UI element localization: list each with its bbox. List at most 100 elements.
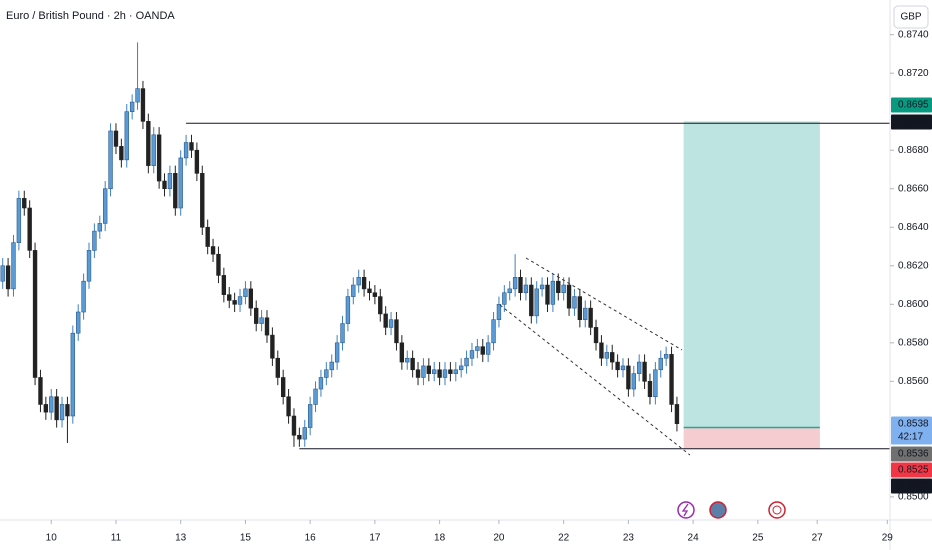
- candle-body: [372, 292, 378, 297]
- candle-body: [65, 404, 70, 417]
- price-badge-label: 0.8695: [898, 100, 929, 111]
- price-badge-label: 0.8525: [898, 481, 929, 492]
- candle-body: [415, 369, 421, 378]
- price-badge: [891, 416, 932, 445]
- candle-body: [523, 284, 529, 294]
- candle-body: [0, 265, 5, 282]
- event-icon[interactable]: [768, 501, 786, 519]
- candle-body: [254, 307, 259, 324]
- stop-zone: [683, 427, 820, 449]
- candle-body: [394, 319, 399, 344]
- candle-body: [561, 284, 566, 294]
- candle-body: [119, 146, 124, 161]
- x-tick-label: 11: [111, 533, 122, 544]
- candle-body: [237, 296, 243, 305]
- candle-body: [97, 223, 102, 232]
- candle-body: [243, 288, 248, 297]
- candle-body: [81, 280, 86, 313]
- candle-body: [356, 277, 361, 286]
- candle-body: [361, 277, 367, 290]
- candle-body: [59, 404, 65, 421]
- candle-body: [210, 246, 216, 255]
- candle-body: [302, 427, 307, 440]
- chart-title: Euro / British Pound · 2h · OANDA: [6, 10, 175, 22]
- y-tick-label: 0.8620: [898, 260, 929, 271]
- price-badge-label: 0.8525: [898, 465, 929, 476]
- candle-body: [43, 404, 49, 413]
- candle-body: [108, 130, 113, 190]
- candle-body: [49, 396, 54, 413]
- candle-body: [102, 188, 108, 224]
- candle-body: [539, 284, 545, 290]
- candle-body: [469, 350, 475, 359]
- price-badge: [891, 114, 932, 130]
- candle-body: [113, 130, 119, 147]
- candle-body: [194, 149, 200, 174]
- candle-body: [367, 288, 372, 294]
- event-icon-glyph: [772, 505, 782, 515]
- candle-body: [518, 277, 523, 294]
- candle-body: [674, 404, 680, 425]
- x-tick-label: 13: [175, 533, 187, 544]
- channel-lower: [499, 304, 691, 456]
- y-tick-label: 0.8600: [898, 299, 929, 310]
- currency-box[interactable]: [893, 5, 929, 29]
- event-icon[interactable]: [709, 501, 727, 519]
- candle-body: [167, 173, 173, 190]
- x-tick-label: 20: [493, 533, 505, 544]
- candle-body: [270, 334, 275, 359]
- candle-body: [636, 361, 642, 374]
- candle-body: [38, 377, 43, 405]
- candle-body: [545, 284, 550, 305]
- candle-body: [313, 388, 318, 405]
- candle-body: [324, 369, 329, 378]
- candle-body: [329, 361, 334, 371]
- candle-body: [512, 277, 518, 290]
- channel-upper: [525, 257, 683, 351]
- price-badge-label: 0.8536: [898, 449, 929, 460]
- x-tick-label: 25: [752, 533, 764, 544]
- price-badge-countdown: 42:17: [898, 432, 923, 443]
- candle-body: [351, 284, 356, 297]
- candle-body: [534, 288, 539, 317]
- candle-body: [189, 142, 194, 151]
- candle-body: [669, 354, 674, 405]
- candle-body: [566, 284, 572, 309]
- candle-body: [318, 377, 324, 390]
- event-icon-glyph: [681, 503, 689, 517]
- candle-body: [173, 173, 178, 209]
- candle-body: [642, 361, 647, 382]
- event-icon[interactable]: [677, 501, 695, 519]
- candle-body: [653, 369, 658, 398]
- candle-body: [227, 294, 232, 301]
- candle-body: [76, 311, 81, 334]
- y-tick-label: 0.8500: [898, 492, 929, 503]
- candle-body: [475, 346, 480, 351]
- candle-body: [615, 361, 620, 371]
- price-badge: [891, 97, 932, 113]
- y-tick-label: 0.8660: [898, 183, 929, 194]
- candle-body: [388, 319, 394, 328]
- y-tick-label: 0.8720: [898, 68, 929, 79]
- y-tick-label: 0.8640: [898, 222, 929, 233]
- candle-body: [86, 250, 92, 282]
- candle-body: [577, 296, 583, 321]
- currency: GBP: [900, 12, 921, 23]
- price-badge: [891, 462, 932, 478]
- candle-body: [27, 207, 32, 251]
- candle-body: [216, 253, 221, 276]
- candle-body: [572, 296, 577, 309]
- candle-body: [458, 365, 464, 371]
- candle-body: [22, 198, 27, 209]
- candle-body: [507, 288, 512, 294]
- candle-body: [550, 280, 556, 305]
- x-tick-label: 29: [882, 533, 894, 544]
- candle-body: [610, 352, 615, 363]
- candle-body: [280, 377, 286, 398]
- candle-body: [156, 134, 162, 182]
- candle-body: [307, 404, 313, 428]
- x-tick-label: 16: [305, 533, 317, 544]
- candle-body: [146, 121, 151, 166]
- candle-body: [399, 342, 405, 363]
